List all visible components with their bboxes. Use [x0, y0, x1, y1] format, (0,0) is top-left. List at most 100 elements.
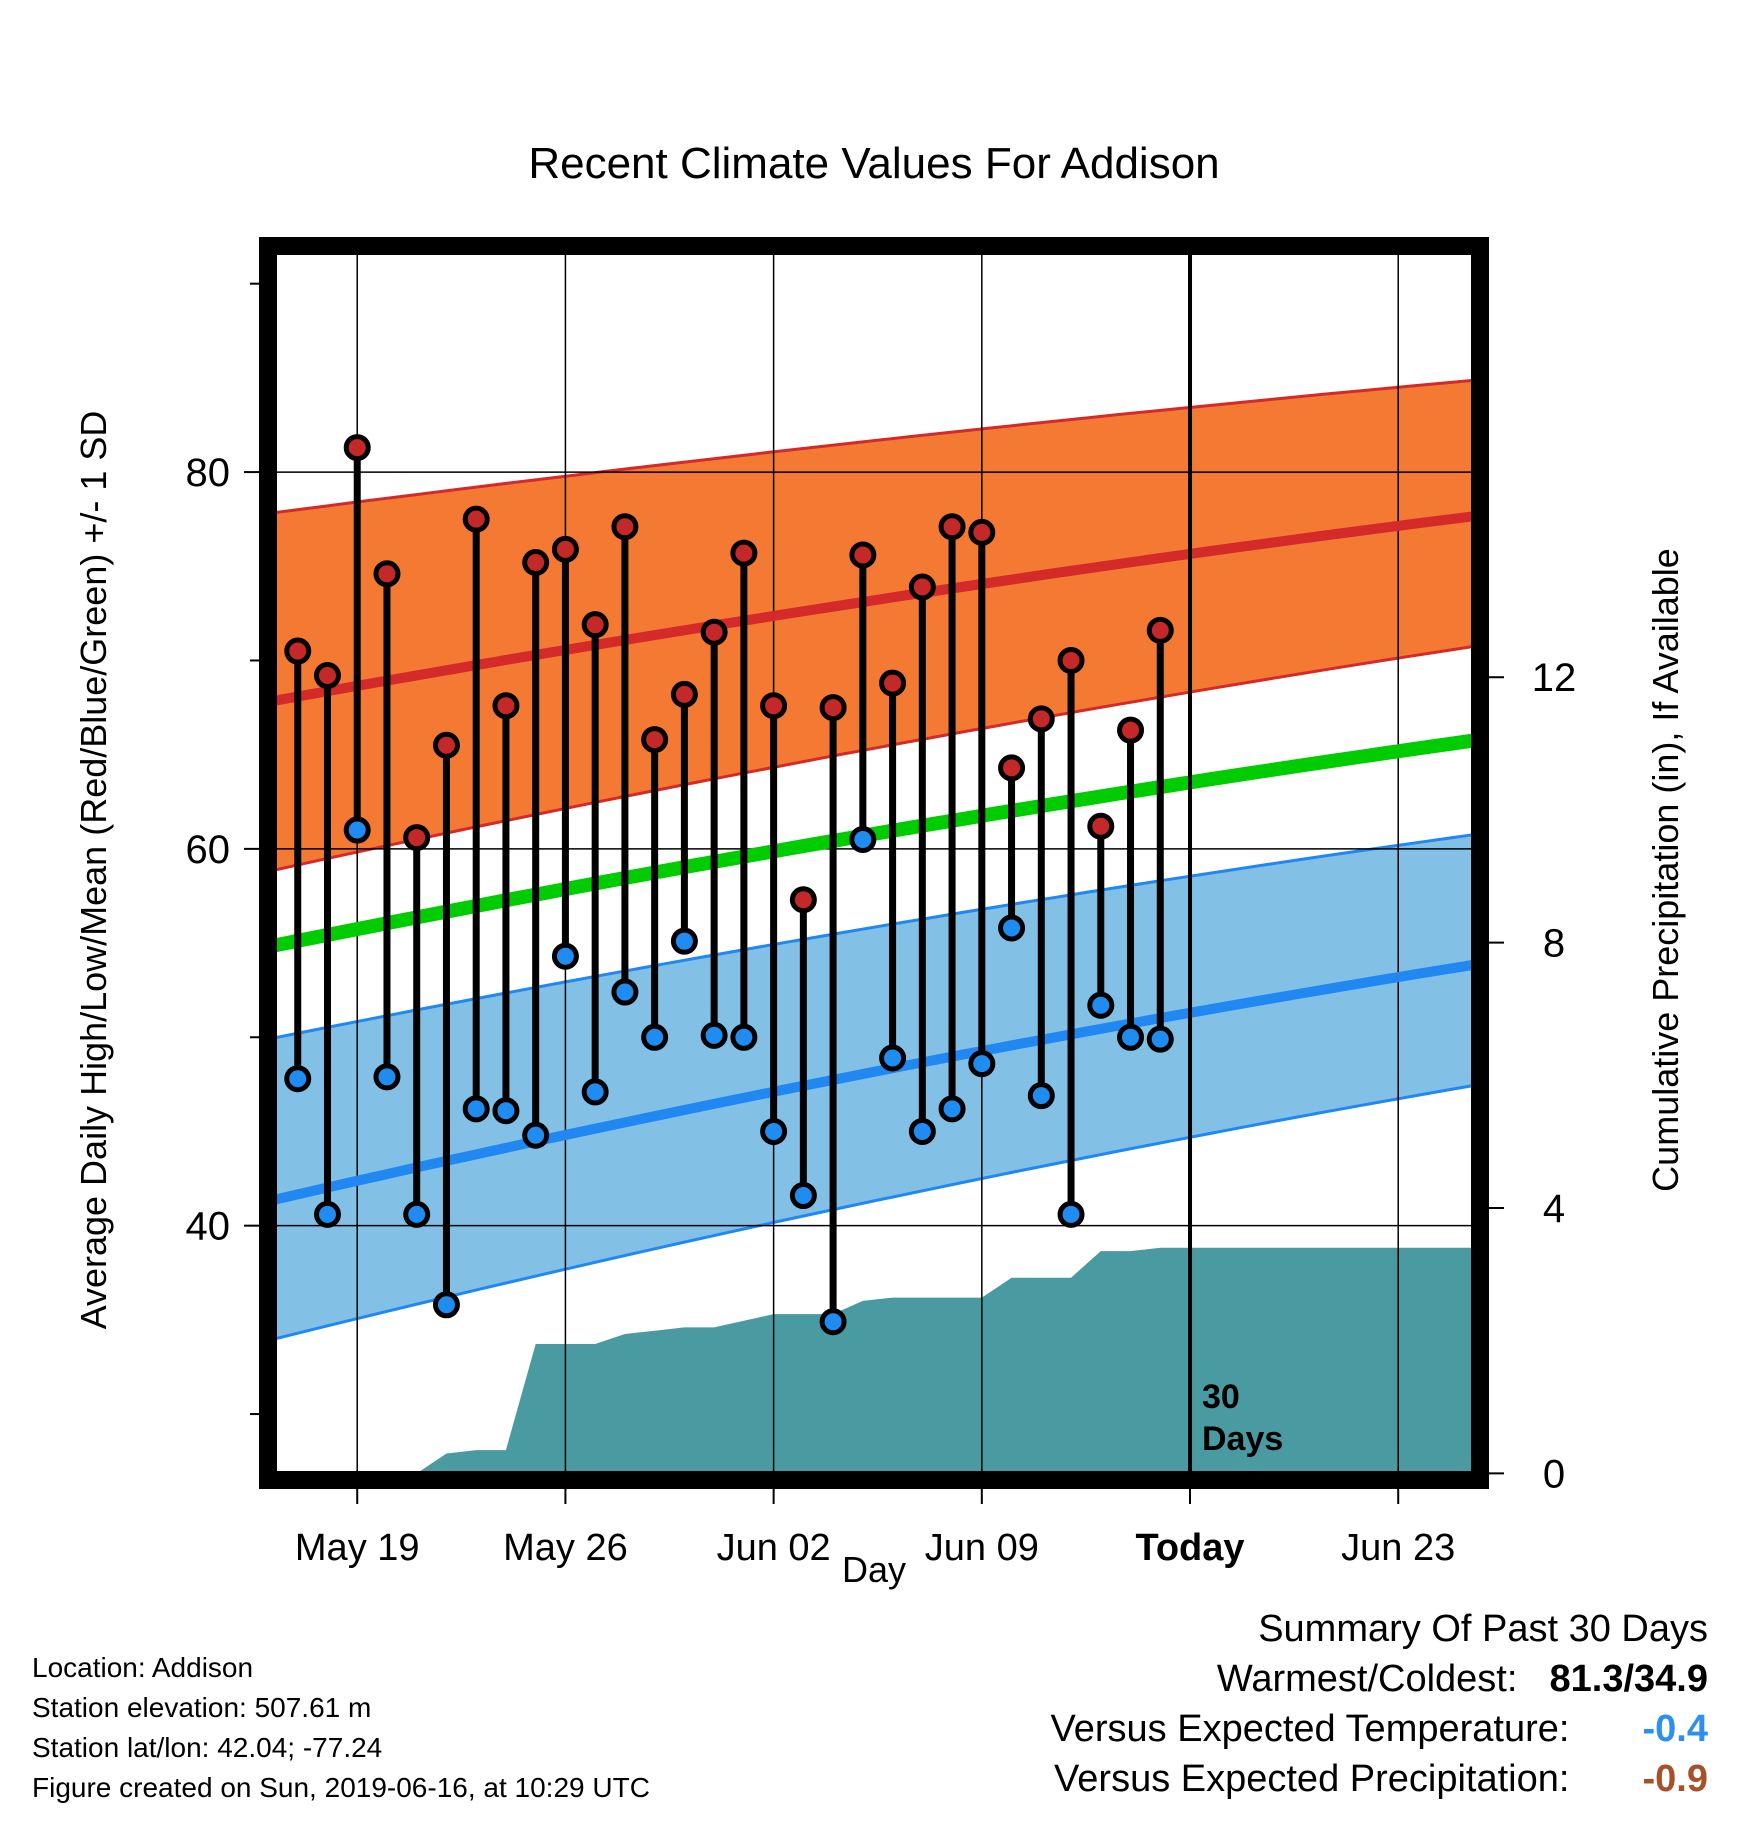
high-temp-point: [908, 573, 936, 601]
y-axis-label: Average Daily High/Low/Mean (Red/Blue/Gr…: [73, 411, 114, 1330]
temp-row: Versus Expected Temperature: -0.4: [1051, 1704, 1708, 1754]
location-text: Location: Addison: [32, 1652, 254, 1683]
plot-area: 30 Days 40 60 80 0 4 8 12 May 19 May 26 Jun 02 Jun 0…: [186, 237, 1577, 1569]
high-temp-point: [700, 618, 728, 646]
low-temp-point: [1117, 1023, 1145, 1051]
low-temp-point: [522, 1121, 550, 1149]
x-tick-label: May 19: [295, 1527, 420, 1569]
x-tick-label: Jun 23: [1341, 1527, 1455, 1569]
high-temp-point: [611, 513, 639, 541]
low-temp-point: [343, 816, 371, 844]
high-temp-point: [819, 694, 847, 722]
normal-high-band: [268, 379, 1480, 872]
warmest-label: Warmest/Coldest:: [1216, 1658, 1518, 1700]
low-temp-point: [760, 1117, 788, 1145]
x-tick-label: Today: [1135, 1527, 1244, 1569]
low-temp-point: [789, 1182, 817, 1210]
y2-tick-label: 0: [1543, 1452, 1565, 1496]
summary-title: Summary Of Past 30 Days: [1258, 1608, 1708, 1650]
annotation-text-1: 30: [1202, 1378, 1240, 1416]
high-temp-point: [670, 680, 698, 708]
low-temp-point: [849, 825, 877, 853]
high-temp-point: [760, 692, 788, 720]
warmest-row: Warmest/Coldest: 81.3/34.9: [1051, 1654, 1708, 1704]
high-temp-point: [1087, 812, 1115, 840]
high-temp-point: [789, 886, 817, 914]
high-temp-point: [938, 513, 966, 541]
x-tick-label: May 26: [503, 1527, 628, 1569]
high-temp-point: [730, 539, 758, 567]
y2-tick-label: 8: [1543, 922, 1565, 966]
high-temp-point: [1027, 705, 1055, 733]
high-temp-point: [968, 518, 996, 546]
high-temp-point: [1117, 716, 1145, 744]
warmest-value: 81.3/34.9: [1549, 1658, 1708, 1700]
high-temp-point: [879, 669, 907, 697]
climate-chart: Recent Climate Values For Addison 30 Days…: [73, 139, 1686, 1590]
low-temp-point: [492, 1097, 520, 1125]
y2-tick-label: 12: [1532, 656, 1577, 700]
low-temp-point: [879, 1044, 907, 1072]
high-temp-point: [313, 662, 341, 690]
normal-high-line: [267, 510, 1481, 707]
created-text: Figure created on Sun, 2019-06-16, at 10…: [32, 1772, 650, 1803]
low-temp-point: [611, 978, 639, 1006]
high-temp-point: [581, 611, 609, 639]
high-temp-point: [462, 505, 490, 533]
temp-value: -0.4: [1642, 1708, 1708, 1750]
low-temp-point: [1146, 1025, 1174, 1053]
elevation-text: Station elevation: 507.61 m: [32, 1692, 372, 1723]
low-temp-point: [819, 1308, 847, 1336]
summary-panel: Summary Of Past 30 Days Warmest/Coldest:…: [1051, 1604, 1708, 1804]
high-temp-point: [1057, 646, 1085, 674]
low-temp-point: [313, 1200, 341, 1228]
normal-low-line: [266, 958, 1481, 1207]
low-temp-point: [1027, 1082, 1055, 1110]
high-temp-point: [551, 535, 579, 563]
low-temp-point: [462, 1095, 490, 1123]
low-temp-point: [730, 1023, 758, 1051]
high-temp-point: [432, 731, 460, 759]
low-temp-point: [998, 914, 1026, 942]
y-tick-label: 40: [186, 1205, 231, 1249]
y2-tick-label: 4: [1543, 1187, 1565, 1231]
temp-label: Versus Expected Temperature:: [1050, 1708, 1570, 1750]
low-temp-point: [1087, 991, 1115, 1019]
station-info: Location: Addison Station elevation: 507…: [32, 1648, 650, 1808]
high-temp-point: [373, 560, 401, 588]
precipitation-area: [268, 1247, 1480, 1474]
low-temp-point: [700, 1021, 728, 1049]
low-temp-point: [968, 1050, 996, 1078]
low-temp-point: [641, 1023, 669, 1051]
y-tick-label: 60: [186, 828, 231, 872]
normal-low-band-upper-edge: [267, 832, 1481, 1041]
low-temp-point: [432, 1291, 460, 1319]
low-temp-point: [908, 1117, 936, 1145]
low-temp-point: [373, 1063, 401, 1091]
annotation-text-2: Days: [1202, 1420, 1283, 1458]
low-temp-point: [1057, 1200, 1085, 1228]
low-temp-point: [938, 1095, 966, 1123]
latlon-text: Station lat/lon: 42.04; -77.24: [32, 1732, 383, 1763]
y2-axis-label: Cumulative Precipitation (in), If Availa…: [1645, 548, 1686, 1192]
x-tick-label: Jun 02: [717, 1527, 831, 1569]
x-axis-label: Day: [842, 1549, 906, 1590]
normal-low-band-lower-edge: [267, 1082, 1481, 1343]
low-temp-point: [551, 942, 579, 970]
precip-label: Versus Expected Precipitation:: [1054, 1758, 1570, 1800]
high-temp-point: [849, 541, 877, 569]
high-temp-point: [403, 824, 431, 852]
high-temp-point: [343, 434, 371, 462]
precip-row: Versus Expected Precipitation: -0.9: [1051, 1754, 1708, 1804]
normal-high-band-upper-edge: [267, 378, 1481, 515]
x-tick-label: Jun 09: [925, 1527, 1039, 1569]
high-temp-point: [641, 726, 669, 754]
plot-frame: [259, 237, 1489, 1489]
low-temp-point: [284, 1065, 312, 1093]
high-temp-point: [284, 637, 312, 665]
high-temp-point: [522, 549, 550, 577]
normal-high-band-lower-edge: [267, 643, 1481, 873]
y-tick-label: 80: [186, 451, 231, 495]
low-temp-point: [403, 1200, 431, 1228]
low-temp-point: [670, 927, 698, 955]
